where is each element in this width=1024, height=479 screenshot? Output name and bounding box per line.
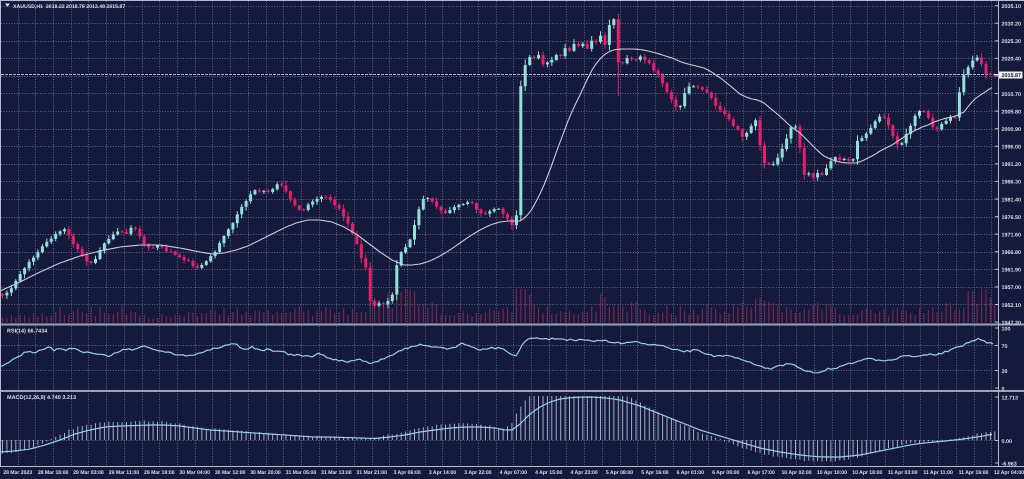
svg-text:100: 100 xyxy=(1002,326,1011,332)
svg-text:2020.40: 2020.40 xyxy=(1002,57,1022,63)
svg-text:1966.80: 1966.80 xyxy=(1002,250,1022,256)
svg-text:2035.10: 2035.10 xyxy=(1002,4,1022,10)
svg-text:1971.60: 1971.60 xyxy=(1002,232,1022,238)
svg-text:11 Apr 03:00: 11 Apr 03:00 xyxy=(888,470,918,476)
svg-text:29 Mar 11:00: 29 Mar 11:00 xyxy=(109,470,139,476)
svg-text:70: 70 xyxy=(1002,344,1008,350)
svg-text:3 Apr 22:00: 3 Apr 22:00 xyxy=(464,470,491,476)
svg-text:12 Apr 04:00: 12 Apr 04:00 xyxy=(994,470,1024,476)
svg-text:31 Mar 05:00: 31 Mar 05:00 xyxy=(286,470,317,476)
svg-text:0: 0 xyxy=(1002,386,1005,392)
svg-text:4 Apr 07:00: 4 Apr 07:00 xyxy=(500,470,527,476)
svg-text:2015.87: 2015.87 xyxy=(1002,73,1022,79)
svg-text:2005.80: 2005.80 xyxy=(1002,109,1022,115)
svg-text:1981.40: 1981.40 xyxy=(1002,197,1022,203)
svg-text:1957.00: 1957.00 xyxy=(1002,285,1022,291)
svg-text:30 Mar 12:00: 30 Mar 12:00 xyxy=(215,470,246,476)
svg-text:6 Apr 01:00: 6 Apr 01:00 xyxy=(677,470,704,476)
svg-text:10 Apr 02:00: 10 Apr 02:00 xyxy=(781,470,811,476)
svg-text:0.00: 0.00 xyxy=(1002,439,1013,445)
svg-text:1947.20: 1947.20 xyxy=(1002,320,1022,326)
svg-text:XAUUSD,H1 2018.22 2018.79 201: XAUUSD,H1 2018.22 2018.79 2013.48 2015.8… xyxy=(13,4,125,10)
svg-text:29 Mar 03:00: 29 Mar 03:00 xyxy=(73,470,104,476)
svg-text:11 Apr 11:00: 11 Apr 11:00 xyxy=(923,470,953,476)
svg-text:1976.50: 1976.50 xyxy=(1002,215,1022,221)
svg-text:5 Apr 08:00: 5 Apr 08:00 xyxy=(606,470,633,476)
svg-text:31 Mar 21:00: 31 Mar 21:00 xyxy=(356,470,387,476)
svg-text:4 Apr 23:00: 4 Apr 23:00 xyxy=(570,470,597,476)
svg-text:6 Apr 09:00: 6 Apr 09:00 xyxy=(712,470,739,476)
svg-text:2025.30: 2025.30 xyxy=(1002,39,1022,45)
svg-text:1986.30: 1986.30 xyxy=(1002,180,1022,186)
svg-text:28 Mar 2023: 28 Mar 2023 xyxy=(3,470,32,476)
svg-text:30: 30 xyxy=(1002,369,1008,375)
svg-text:RSI(14) 66.7434: RSI(14) 66.7434 xyxy=(7,329,48,335)
svg-text:4 Apr 15:00: 4 Apr 15:00 xyxy=(535,470,562,476)
svg-text:2000.90: 2000.90 xyxy=(1002,127,1022,133)
svg-text:1996.00: 1996.00 xyxy=(1002,145,1022,151)
svg-text:12.713: 12.713 xyxy=(1002,395,1019,401)
svg-text:2030.20: 2030.20 xyxy=(1002,22,1022,28)
svg-text:29 Mar 19:00: 29 Mar 19:00 xyxy=(144,470,175,476)
svg-text:MACD(12,26,9) 4.740 3.213: MACD(12,26,9) 4.740 3.213 xyxy=(7,395,76,401)
svg-text:1952.10: 1952.10 xyxy=(1002,303,1022,309)
svg-text:1961.90: 1961.90 xyxy=(1002,268,1022,274)
svg-text:3 Apr 06:00: 3 Apr 06:00 xyxy=(393,470,420,476)
svg-text:2010.70: 2010.70 xyxy=(1002,92,1022,98)
svg-text:30 Mar 04:00: 30 Mar 04:00 xyxy=(179,470,210,476)
svg-text:28 Mar 18:00: 28 Mar 18:00 xyxy=(38,470,69,476)
svg-text:6 Apr 17:00: 6 Apr 17:00 xyxy=(747,470,774,476)
svg-text:31 Mar 13:00: 31 Mar 13:00 xyxy=(321,470,352,476)
svg-text:-6.963: -6.963 xyxy=(1002,461,1017,467)
svg-text:10 Apr 18:00: 10 Apr 18:00 xyxy=(852,470,882,476)
svg-text:3 Apr 14:00: 3 Apr 14:00 xyxy=(429,470,456,476)
svg-text:10 Apr 10:00: 10 Apr 10:00 xyxy=(817,470,847,476)
svg-text:1991.20: 1991.20 xyxy=(1002,162,1022,168)
svg-text:30 Mar 20:00: 30 Mar 20:00 xyxy=(250,470,281,476)
svg-text:5 Apr 16:00: 5 Apr 16:00 xyxy=(641,470,668,476)
svg-text:11 Apr 19:00: 11 Apr 19:00 xyxy=(959,470,989,476)
